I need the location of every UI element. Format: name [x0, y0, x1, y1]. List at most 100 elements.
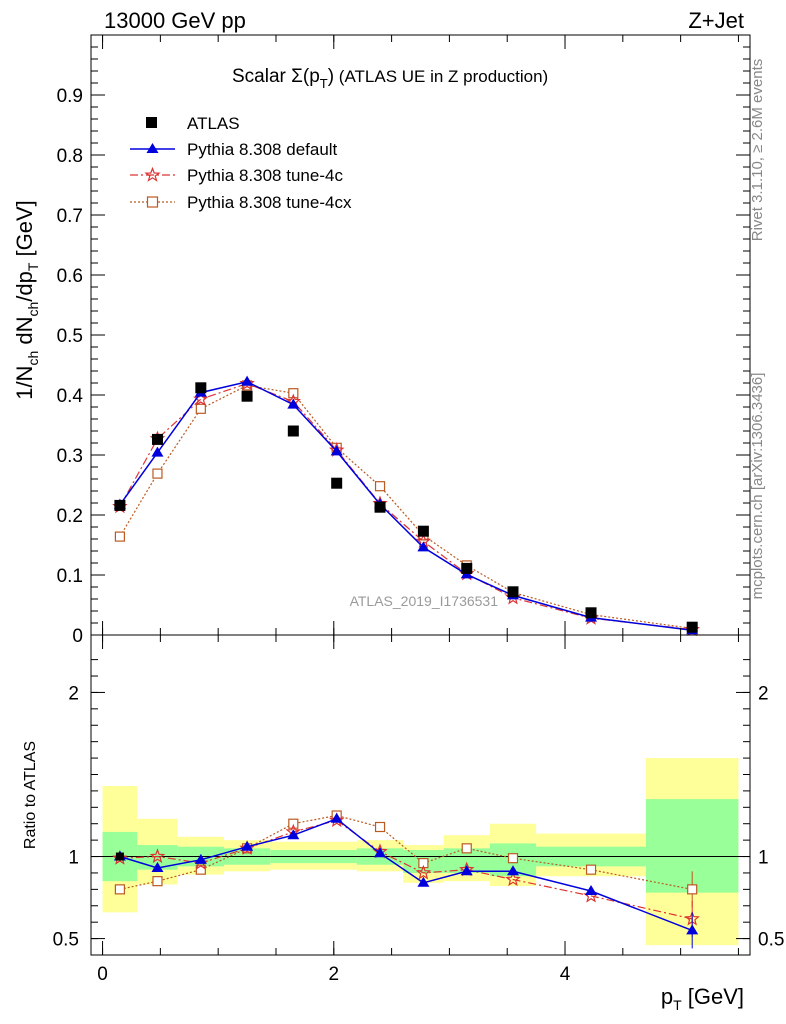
xlabel-unit: [GeV]	[682, 984, 744, 1009]
xlabel-sub-t: T	[673, 997, 682, 1013]
legend-marker-default	[146, 143, 159, 153]
ratio-point-atlas	[115, 852, 124, 861]
series-point-tune4cx	[374, 481, 386, 492]
ratio-point-default	[417, 876, 430, 887]
data-point-atlas	[417, 525, 429, 537]
ylabel-part-3: /dp	[12, 271, 37, 302]
data-point-atlas	[114, 499, 126, 511]
data-point-atlas	[507, 586, 519, 598]
ylabel-part-4: [GeV]	[12, 200, 37, 262]
plot-title-main: Scalar Σ(p	[232, 66, 320, 87]
series-point-tune4c	[239, 375, 255, 391]
series-point-default	[151, 446, 164, 457]
ratio-point-tune4cx	[114, 884, 126, 895]
legend-label-tune4c: Pythia 8.308 tune-4c	[187, 166, 343, 185]
data-point-atlas	[195, 382, 207, 394]
x-axis-label: pT [GeV]	[661, 984, 744, 1013]
ratio-line-tune4cx	[119, 814, 693, 890]
y-axis-label: 1/Nch dNch/dpT [GeV]	[12, 200, 41, 400]
ratio-point-default	[460, 865, 473, 876]
ratio-point-tune4cx	[195, 864, 206, 875]
ratio-point-default	[374, 847, 387, 858]
ylabel-part-1: 1/N	[12, 366, 37, 400]
ratio-y-axis-label: Ratio to ATLAS	[22, 741, 39, 849]
ratio-panel-frame	[90, 634, 751, 956]
series-point-tune4cx	[195, 403, 206, 414]
series-line-default	[119, 381, 693, 631]
ratio-y-tick-label-left: 2	[68, 683, 79, 704]
ratio-point-tune4cx	[687, 884, 698, 895]
header-energy-label: 13000 GeV pp	[104, 8, 246, 33]
main-y-tick-label: 0.1	[57, 566, 83, 587]
ratio-point-default	[151, 862, 164, 873]
main-y-tick-label: 0.7	[57, 206, 83, 227]
ylabel-part-2: dN	[12, 317, 37, 351]
plot-title-close: )	[328, 66, 334, 87]
ratio-point-default	[506, 865, 519, 876]
legend: ATLAS Pythia 8.308 default Pythia 8.308 …	[130, 114, 352, 212]
plot-title: Scalar Σ(pT) (ATLAS UE in Z production)	[232, 66, 548, 91]
data-point-atlas	[461, 562, 473, 574]
main-y-tick-label: 0.5	[57, 326, 83, 347]
ratio-y-tick-label-left: 1	[68, 848, 79, 869]
main-y-tick-label: 0.3	[57, 446, 83, 467]
x-tick-label: 4	[560, 964, 571, 985]
data-point-atlas	[686, 621, 698, 633]
ratio-point-tune4c	[112, 850, 128, 865]
ratio-point-tune4c	[505, 871, 521, 887]
series-line-tune4cx	[119, 384, 693, 629]
data-point-atlas	[287, 425, 299, 437]
x-tick-label: 2	[329, 964, 340, 985]
ratio-point-tune4c	[415, 864, 432, 880]
main-y-tick-label: 0.6	[57, 266, 83, 287]
ratio-point-tune4cx	[507, 853, 519, 864]
main-y-tick-label: 0	[72, 626, 83, 647]
series-point-default	[417, 541, 430, 552]
ratio-point-default	[330, 812, 343, 823]
data-point-atlas	[151, 433, 163, 445]
ratio-y-tick-label-right: 1	[758, 848, 769, 869]
ratio-point-tune4cx	[288, 818, 299, 829]
main-series-layer	[112, 375, 700, 637]
data-point-atlas	[374, 501, 386, 513]
legend-label-default: Pythia 8.308 default	[187, 140, 338, 159]
main-y-tick-label: 0.4	[57, 386, 84, 407]
x-tick-label: 0	[97, 964, 108, 985]
series-point-tune4cx	[152, 468, 163, 479]
series-point-tune4c	[193, 391, 209, 406]
series-point-default	[287, 398, 300, 409]
ratio-uncertainty-bands	[102, 758, 739, 946]
ratio-point-tune4cx	[374, 821, 386, 833]
main-y-tick-label: 0.9	[57, 86, 83, 107]
main-y-tick-label: 0.8	[57, 146, 83, 167]
ratio-point-default	[287, 829, 300, 840]
ylabel-sub-ch2: ch	[25, 302, 41, 317]
plot-title-rest: (ATLAS UE in Z production)	[334, 67, 548, 86]
series-line-tune4c	[119, 382, 693, 631]
ratio-point-tune4c	[328, 812, 345, 828]
ratio-y-tick-label-right: 2	[758, 683, 769, 704]
header-process-label: Z+Jet	[688, 8, 744, 33]
series-point-default	[241, 375, 254, 386]
legend-label-atlas: ATLAS	[187, 114, 240, 133]
series-point-tune4cx	[288, 388, 299, 399]
ylabel-sub-t: T	[25, 262, 41, 271]
ratio-point-default	[194, 853, 207, 864]
series-point-default	[330, 445, 343, 456]
ratio-point-tune4cx	[461, 843, 472, 854]
axis-ticks: 0 0.1 0.2 0.3 0.4 0.5 0.6 0.7 0.8 0.9 0.5 0.5 1 1 2 2 0 2…	[53, 34, 784, 985]
ratio-y-tick-label-right: 0.5	[758, 930, 784, 951]
ratio-line-default	[119, 817, 693, 932]
ratio-point-tune4c	[149, 848, 166, 864]
ratio-point-default	[686, 924, 699, 935]
data-point-atlas	[241, 390, 253, 402]
plot-title-sub: T	[320, 76, 328, 91]
data-point-atlas	[585, 607, 597, 619]
legend-label-tune4cx: Pythia 8.308 tune-4cx	[187, 193, 352, 212]
ratio-series-layer	[112, 810, 700, 949]
ratio-point-tune4cx	[585, 864, 597, 875]
data-point-atlas	[331, 477, 343, 489]
ratio-point-default	[585, 885, 598, 895]
legend-marker-tune4c	[144, 166, 161, 182]
